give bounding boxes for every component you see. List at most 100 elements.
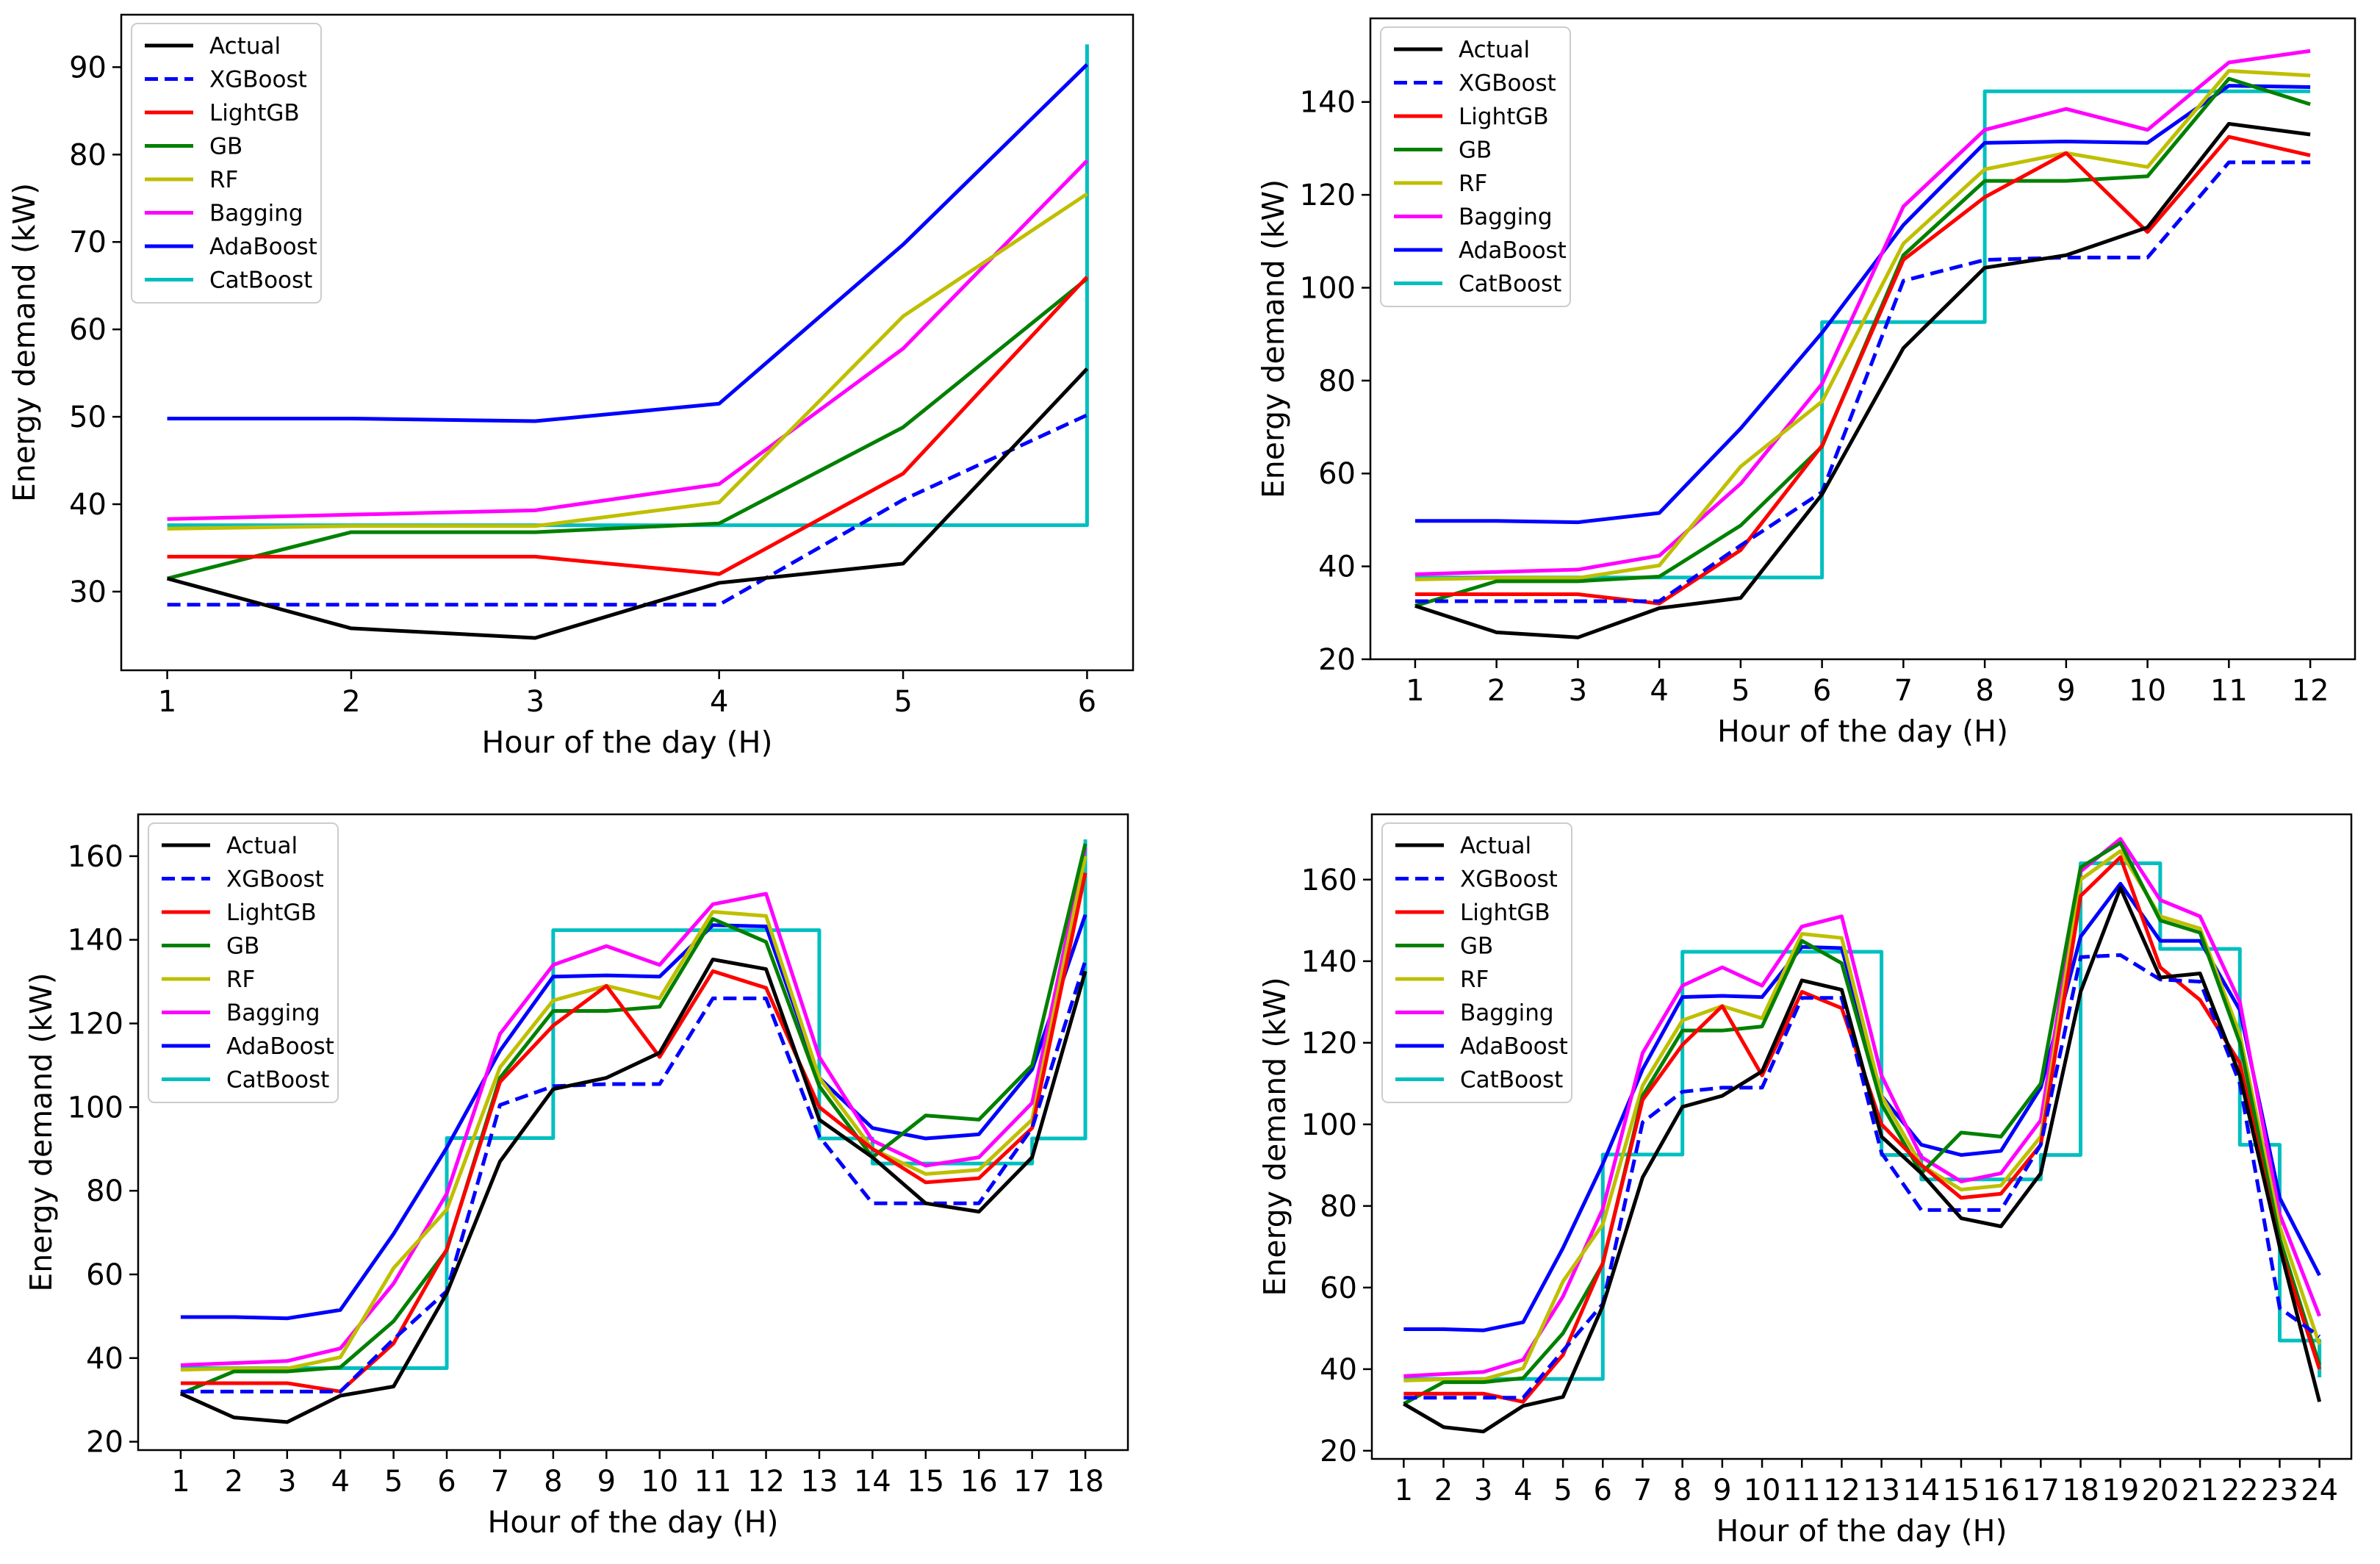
series-line-rf: [1403, 849, 2322, 1382]
x-tick-label: 10: [2129, 674, 2166, 708]
x-tick-label: 17: [2022, 1474, 2060, 1507]
series-group: [166, 44, 1089, 640]
legend-label: Bagging: [1460, 1000, 1554, 1027]
y-tick-label: 50: [69, 401, 107, 434]
legend-label: XGBoost: [1460, 867, 1558, 893]
legend-label: Actual: [1460, 833, 1531, 859]
legend-label: GB: [1460, 933, 1493, 960]
x-axis-label: Hour of the day (H): [482, 725, 773, 760]
y-tick-label: 90: [69, 51, 107, 85]
x-tick-label: 6: [1078, 685, 1096, 719]
y-tick-label: 80: [1320, 1190, 1357, 1224]
series-group: [1414, 49, 2311, 639]
x-tick-label: 9: [1713, 1474, 1731, 1507]
x-tick-label: 1: [1395, 1474, 1413, 1507]
y-tick-label: 160: [68, 840, 123, 874]
y-tick-label: 80: [1318, 365, 1356, 398]
x-tick-label: 13: [801, 1465, 838, 1499]
y-tick-label: 80: [69, 138, 107, 172]
x-tick-label: 10: [1744, 1474, 1781, 1507]
legend-label: LightGB: [1460, 900, 1550, 926]
legend-label: AdaBoost: [1459, 237, 1567, 264]
x-tick-label: 11: [694, 1465, 732, 1499]
x-tick-label: 4: [1650, 674, 1668, 708]
x-tick-label: 2: [225, 1465, 243, 1499]
x-tick-label: 12: [2292, 674, 2329, 708]
legend-label: GB: [226, 933, 259, 960]
legend-label: Actual: [1459, 37, 1530, 63]
series-group: [1403, 836, 2322, 1434]
y-tick-label: 40: [1320, 1353, 1357, 1387]
x-tick-label: 20: [2141, 1474, 2179, 1507]
x-tick-label: 3: [1474, 1474, 1492, 1507]
legend: Actual XGBoost LightGB GB RF Bagging AdaBoost C…: [1381, 822, 1572, 1103]
y-tick-label: 60: [69, 313, 107, 347]
legend-label: AdaBoost: [209, 234, 317, 260]
axes-frame: [120, 13, 1135, 672]
x-tick-label: 22: [2221, 1474, 2259, 1507]
x-tick-label: 11: [2210, 674, 2248, 708]
legend-label: GB: [209, 134, 242, 160]
series-line-rf: [1414, 68, 2311, 581]
legend: Actual XGBoost LightGB GB RF Bagging AdaBoost C…: [131, 23, 322, 304]
chart-panel-4-hours-1-24: 1 2 3 4 5 6 7 8 9 10 11 12 13 14 15 16 17 18 19 20 21 22 23 242…: [1257, 813, 2353, 1549]
y-tick-label: 140: [1301, 945, 1357, 979]
legend-label: CatBoost: [226, 1067, 329, 1094]
x-tick-label: 1: [171, 1465, 190, 1499]
y-tick-label: 20: [86, 1426, 123, 1460]
x-tick-label: 8: [1975, 674, 1993, 708]
y-tick-label: 70: [69, 226, 107, 259]
x-tick-label: 2: [342, 685, 360, 719]
series-line-rf: [180, 855, 1087, 1372]
legend-label: RF: [209, 167, 238, 193]
series-line-adaboost: [167, 63, 1089, 423]
series-line-bagging: [180, 847, 1087, 1367]
y-tick-label: 120: [1301, 1027, 1357, 1061]
x-tick-label: 15: [907, 1465, 944, 1499]
x-tick-label: 18: [2062, 1474, 2099, 1507]
series-line-rf: [167, 192, 1088, 531]
series-line-xgboost: [1414, 160, 2311, 603]
x-tick-label: 14: [1902, 1474, 1940, 1507]
y-tick-label: 100: [68, 1091, 123, 1124]
x-tick-label: 1: [1406, 674, 1424, 708]
axes-frame: [1370, 813, 2353, 1460]
series-line-xgboost: [1403, 953, 2321, 1400]
x-tick-label: 16: [960, 1465, 998, 1499]
legend-label: XGBoost: [209, 67, 307, 93]
y-tick-label: 100: [1301, 1108, 1357, 1142]
legend-label: RF: [1459, 171, 1487, 197]
y-tick-label: 20: [1320, 1435, 1357, 1468]
series-line-lightgb: [167, 276, 1089, 576]
legend-box: [131, 23, 322, 304]
legend-box: [1381, 822, 1572, 1103]
series-line-adaboost: [180, 914, 1087, 1321]
x-tick-label: 17: [1013, 1465, 1051, 1499]
y-axis-label: Energy demand (kW): [24, 972, 59, 1291]
x-tick-label: 18: [1067, 1465, 1104, 1499]
chart-panel-3-hours-1-18: 1 2 3 4 5 6 7 8 9 10 11 12 13 14 15 16 17 182040608010012…: [24, 813, 1129, 1540]
x-tick-label: 9: [597, 1465, 616, 1499]
x-tick-label: 14: [854, 1465, 891, 1499]
series-group: [179, 839, 1087, 1424]
legend-label: Actual: [226, 833, 298, 859]
x-tick-label: 6: [1594, 1474, 1612, 1507]
x-tick-label: 21: [2182, 1474, 2219, 1507]
series-line-gb: [166, 277, 1088, 581]
x-tick-label: 3: [1569, 674, 1587, 708]
legend-box: [148, 822, 339, 1103]
y-tick-label: 30: [69, 575, 107, 609]
x-tick-label: 5: [384, 1465, 403, 1499]
y-tick-label: 120: [68, 1008, 123, 1041]
x-tick-label: 7: [491, 1465, 509, 1499]
legend-label: LightGB: [1459, 104, 1549, 130]
x-tick-label: 2: [1487, 674, 1506, 708]
y-tick-label: 60: [86, 1258, 123, 1292]
legend-label: LightGB: [226, 900, 317, 926]
x-tick-label: 13: [1863, 1474, 1900, 1507]
series-line-gb: [179, 843, 1087, 1396]
x-tick-label: 5: [1553, 1474, 1572, 1507]
x-axis-label: Hour of the day (H): [1717, 714, 2008, 749]
